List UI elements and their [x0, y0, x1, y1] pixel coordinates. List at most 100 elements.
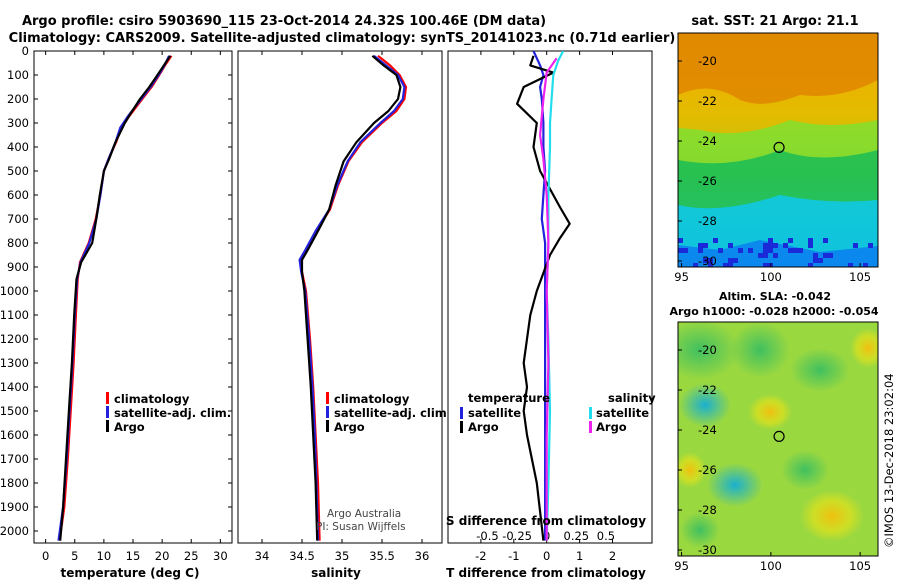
- x-tick-label: 15: [126, 549, 141, 563]
- temperature-axes-frame: [33, 50, 233, 544]
- sla-blue-blob: [679, 383, 731, 427]
- depth-tick-label: 500: [7, 164, 29, 178]
- map-y-tick-label: -30: [698, 254, 717, 268]
- depth-tick-label: 800: [7, 236, 29, 250]
- x-tick-label: 34: [255, 549, 270, 563]
- sst-pixel: [733, 258, 738, 263]
- sla-map-panel: Altim. SLA: -0.042 Argo h1000: -0.028 h2…: [669, 290, 878, 573]
- legend-label-t-argo: Argo: [468, 420, 499, 434]
- temperature-series: [57, 55, 173, 541]
- x-tick-label: 36: [415, 549, 430, 563]
- depth-tick-label: 1600: [0, 428, 29, 442]
- difference-series: [515, 51, 571, 541]
- map-y-tick-label: -22: [698, 94, 717, 108]
- sst-pixel: [763, 253, 768, 258]
- sst-pixel: [783, 243, 788, 248]
- depth-tick-label: 1700: [0, 452, 29, 466]
- sst-pixel: [773, 253, 778, 258]
- sst-blue-pixels: [678, 238, 873, 267]
- argo-location-marker: [773, 141, 785, 153]
- sla-field: [678, 322, 878, 556]
- sla-yellow-blob: [748, 394, 792, 430]
- depth-tick-label: 0: [22, 44, 29, 58]
- title-line-1: Argo profile: csiro 5903690_115 23-Oct-2…: [22, 14, 546, 29]
- x-tick-label: 30: [213, 549, 228, 563]
- depth-tick-label: 1300: [0, 356, 29, 370]
- sst-pixel: [763, 248, 768, 253]
- legend-swatch-satellite: [326, 406, 329, 418]
- sst-map-title: sat. SST: 21 Argo: 21.1: [691, 14, 858, 29]
- sst-pixel: [808, 263, 813, 267]
- sst-pixel: [678, 238, 683, 243]
- difference-legend: temperature salinity satellite Argo sate…: [460, 391, 656, 434]
- sst-pixel: [728, 263, 733, 267]
- legend-swatch-climatology: [326, 392, 329, 404]
- series-line-s-satellite: [545, 51, 565, 541]
- legend-swatch-t-satellite: [460, 407, 463, 419]
- sla-yellow-blob: [678, 452, 706, 488]
- legend-header-salinity: salinity: [608, 391, 656, 405]
- s-diff-tick-label: 0.5: [597, 529, 615, 543]
- sst-pixel: [718, 248, 723, 253]
- legend-label-s-argo: Argo: [596, 420, 627, 434]
- series-line-t-argo: [515, 55, 571, 541]
- map-y-tick-label: -24: [698, 423, 717, 437]
- depth-tick-label: 1800: [0, 476, 29, 490]
- sst-pixel: [853, 243, 858, 248]
- sst-pixel: [793, 248, 798, 253]
- temperature-panel: 0100200300400500600700800900100011001200…: [0, 44, 652, 580]
- map-y-tick-label: -24: [698, 134, 717, 148]
- map-x-tick-label: 105: [849, 270, 871, 284]
- sst-pixel: [758, 253, 763, 258]
- sla-green-blob: [680, 512, 720, 548]
- sst-pixel: [683, 248, 688, 253]
- sst-pixel: [823, 238, 828, 243]
- s-diff-tick-label: -0.25: [502, 529, 532, 543]
- sst-pixel: [788, 248, 793, 253]
- argo-location-marker: [773, 430, 785, 442]
- sst-pixel: [768, 238, 773, 243]
- legend-swatch-climatology: [106, 392, 109, 404]
- s-diff-tick-label: -0.5: [476, 529, 498, 543]
- map-x-tick-label: 100: [760, 559, 782, 573]
- sst-pixel: [728, 258, 733, 263]
- legend-label-satellite: satellite-adj. clim.: [334, 406, 451, 420]
- sst-pixel: [723, 263, 728, 267]
- x-tick-label: 1: [576, 549, 583, 563]
- sst-pixel: [748, 248, 753, 253]
- sla-yellow-blob: [850, 328, 878, 368]
- x-tick-label: 5: [71, 549, 78, 563]
- depth-tick-label: 700: [7, 212, 29, 226]
- depth-tick-label: 300: [7, 116, 29, 130]
- sst-pixel: [773, 243, 778, 248]
- sst-pixel: [818, 258, 823, 263]
- x-tick-label: 25: [184, 549, 199, 563]
- sst-pixel: [713, 238, 718, 243]
- map-y-tick-label: -20: [698, 343, 717, 357]
- depth-tick-label: 1500: [0, 404, 29, 418]
- sla-green-blob: [790, 348, 850, 392]
- map-x-tick-label: 105: [849, 559, 871, 573]
- legend-label-climatology: climatology: [334, 392, 410, 406]
- sst-pixel: [728, 243, 733, 248]
- series-line-argo: [300, 54, 402, 541]
- x-tick-label: 20: [155, 549, 170, 563]
- sla-blue-blob: [707, 463, 763, 507]
- s-diff-tick-label: 0.25: [564, 529, 590, 543]
- map-y-tick-label: -28: [698, 503, 717, 517]
- legend-swatch-t-argo: [460, 421, 463, 433]
- sst-pixel: [763, 263, 768, 267]
- legend-label-climatology: climatology: [114, 392, 190, 406]
- sla-green-blob: [730, 322, 790, 378]
- salinity-x-label: salinity: [311, 566, 361, 580]
- depth-tick-label: 200: [7, 92, 29, 106]
- salinity-axes-frame: [237, 50, 443, 544]
- sst-pixel: [738, 248, 743, 253]
- title-line-2: Climatology: CARS2009. Satellite-adjuste…: [9, 31, 676, 46]
- sst-pixel: [808, 238, 813, 243]
- sst-pixel: [808, 243, 813, 248]
- s-difference-label: S difference from climatology: [446, 514, 646, 528]
- x-tick-label: -2: [475, 549, 486, 563]
- legend-swatch-argo: [326, 420, 329, 432]
- temperature-legend: climatology satellite-adj. clim. Argo: [106, 392, 231, 434]
